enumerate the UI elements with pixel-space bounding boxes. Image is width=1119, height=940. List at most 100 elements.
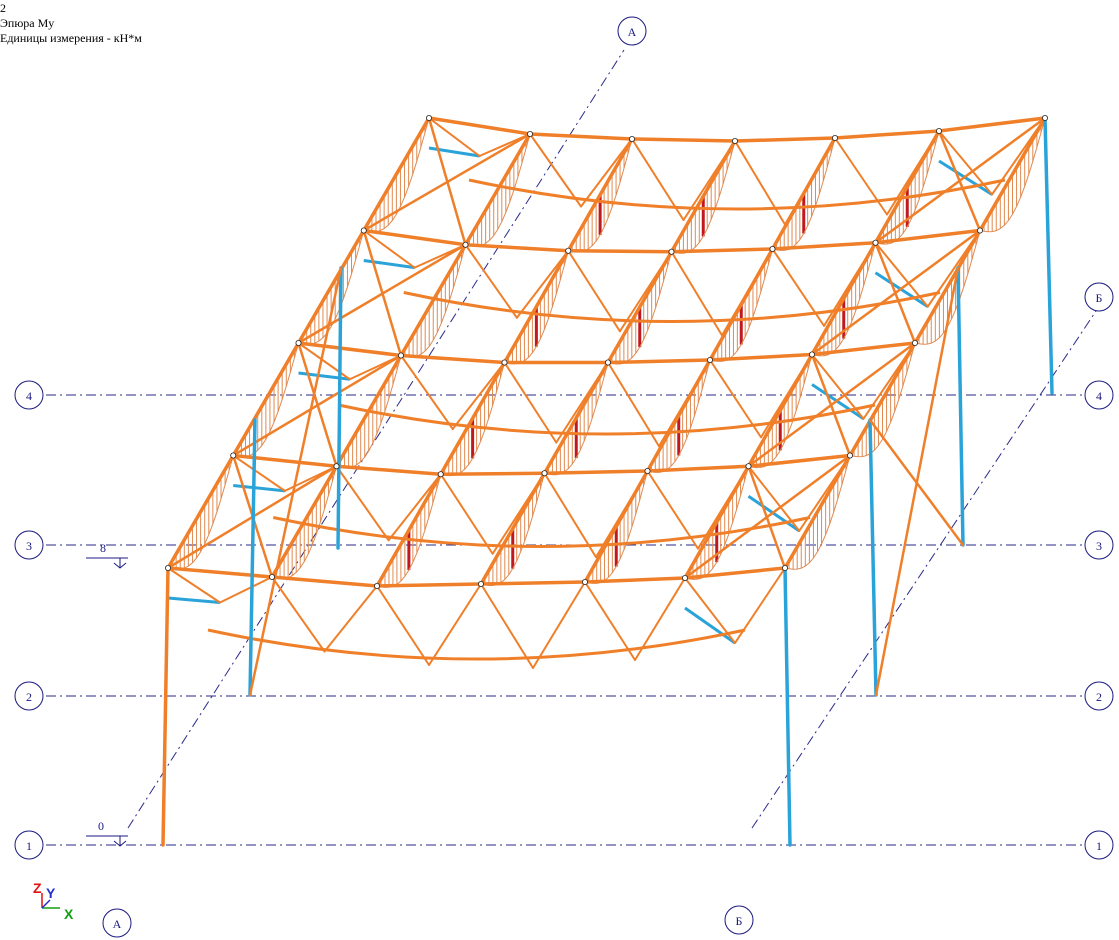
axis-x-label: X	[64, 906, 74, 922]
level-marker-upper	[86, 557, 128, 569]
grid-label-A-bottom: А	[113, 917, 122, 931]
web-diag	[991, 117, 1046, 196]
bubble-1-left	[14, 830, 44, 860]
node	[437, 471, 444, 478]
diagram-outline	[584, 470, 648, 584]
web-diag	[439, 473, 494, 555]
web-diag	[658, 359, 711, 448]
web-diag	[491, 472, 546, 555]
web-diag	[634, 577, 686, 661]
web-diag	[219, 576, 273, 604]
lower-chord-1	[272, 516, 811, 548]
web-diag	[451, 361, 506, 430]
node	[872, 239, 879, 246]
node	[912, 339, 919, 346]
lower-chord-2	[338, 403, 876, 436]
diagram-outline	[748, 354, 813, 469]
web-diag	[503, 361, 558, 444]
web-diag	[886, 130, 940, 216]
diagram-outline	[979, 117, 1046, 233]
node	[582, 579, 589, 586]
node	[809, 351, 816, 358]
web-diag	[734, 140, 786, 226]
column-5	[956, 266, 965, 547]
web-diag	[709, 359, 762, 439]
diagram-outline	[849, 342, 916, 458]
node	[707, 356, 714, 363]
grid-label-2-right: 2	[1096, 690, 1102, 704]
node	[782, 565, 789, 572]
grid-label-B-top: Б	[1096, 291, 1103, 305]
plan-brace	[810, 353, 852, 457]
web-diag	[464, 243, 518, 319]
diagram-outline	[875, 130, 940, 245]
node	[230, 452, 237, 459]
bubble-A-bottom	[102, 908, 132, 938]
web-diag	[684, 577, 736, 644]
web-diag	[670, 250, 723, 337]
web-diag	[823, 241, 877, 327]
frame-members	[161, 116, 1054, 847]
bubble-4-left	[14, 380, 44, 410]
node	[769, 245, 776, 252]
web-diag	[760, 353, 813, 439]
web-diag	[271, 576, 326, 653]
web-diag	[834, 137, 888, 216]
web-diag	[721, 248, 774, 337]
vertical-brace	[248, 266, 343, 697]
web-diag	[646, 470, 699, 550]
grid-bubbles	[14, 16, 1114, 938]
column-4	[336, 266, 343, 550]
node	[164, 565, 171, 572]
web-diag	[618, 250, 673, 333]
web-diag	[926, 229, 981, 308]
web-diag	[798, 454, 851, 532]
web-diag	[747, 465, 801, 532]
web-diag	[428, 117, 481, 157]
node	[527, 130, 534, 137]
grid-label-1-right: 1	[1096, 839, 1102, 853]
axis-y-label: Y	[46, 885, 56, 901]
plan-brace	[427, 116, 467, 246]
grid-label-3-left: 3	[26, 539, 32, 553]
bubble-2-left	[14, 681, 44, 711]
diagram-title: Эпюра My	[0, 16, 55, 30]
plan-brace	[362, 229, 403, 357]
node	[668, 248, 675, 255]
node	[295, 339, 302, 346]
node	[477, 581, 484, 588]
plan-brace	[297, 341, 338, 468]
axis-z-label: Z	[33, 880, 42, 896]
lower-chord-4	[468, 178, 1006, 211]
bubble-4-right	[1084, 380, 1114, 410]
web-diag	[697, 465, 750, 550]
web-diag	[543, 472, 597, 559]
lower-chord-0	[207, 628, 746, 661]
node	[1042, 115, 1049, 122]
web-diag	[874, 241, 929, 308]
bubble-A-top	[617, 16, 647, 46]
vertical-brace	[868, 418, 965, 547]
web-diag	[515, 249, 570, 319]
diagram-outline	[784, 455, 851, 570]
bubble-B-bottom	[724, 905, 754, 935]
web-diag	[811, 353, 865, 420]
web-diag	[734, 567, 786, 644]
web-diag	[232, 454, 286, 492]
web-diag	[362, 229, 416, 269]
node	[629, 135, 636, 142]
diagram-outline	[811, 242, 876, 357]
node	[373, 583, 380, 590]
units-label: Единицы измерения - кН*м	[0, 31, 142, 45]
web-diag	[771, 248, 825, 327]
web-diag	[480, 583, 534, 669]
node	[268, 574, 275, 581]
node	[360, 227, 367, 234]
node	[745, 463, 752, 470]
web-diag	[631, 138, 685, 221]
node	[425, 115, 432, 122]
column-0	[161, 566, 170, 847]
node	[847, 452, 854, 459]
web-diag	[784, 137, 836, 226]
